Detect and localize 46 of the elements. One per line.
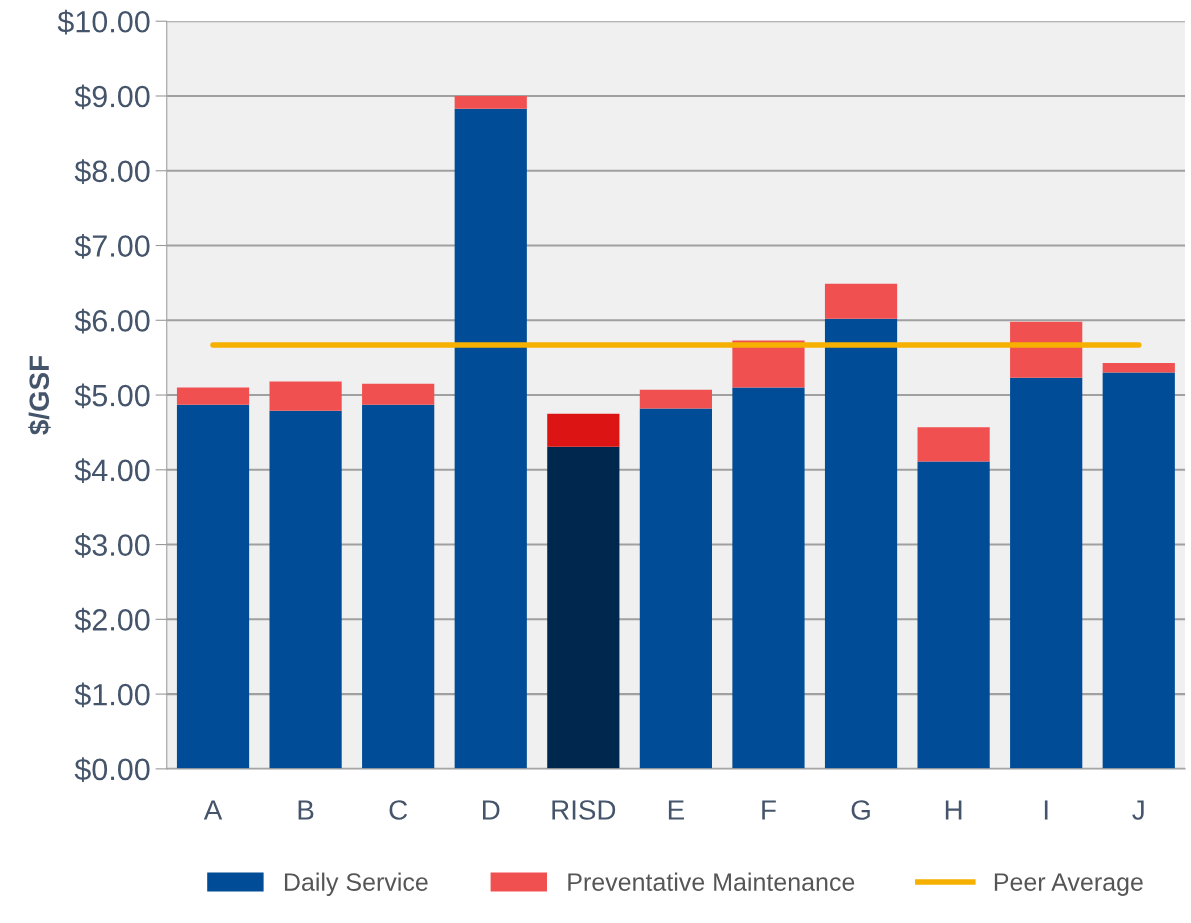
bar <box>917 427 990 462</box>
y-tick-label: $9.00 <box>74 84 150 110</box>
bar <box>176 404 250 769</box>
bar <box>269 381 342 411</box>
y-axis-title: $/GSF <box>28 355 51 435</box>
bar <box>176 387 250 405</box>
bar <box>454 108 527 769</box>
bar <box>639 408 712 769</box>
x-tick-label: B <box>298 800 314 820</box>
y-tick-label: $6.00 <box>74 308 150 334</box>
bar <box>547 413 620 447</box>
y-tick-label: $0.00 <box>74 757 150 783</box>
legend-label: Peer Average <box>994 873 1143 896</box>
bar <box>547 446 620 769</box>
bar <box>1102 362 1175 373</box>
bar <box>1102 372 1175 769</box>
y-tick-label: $10.00 <box>57 9 150 35</box>
bar <box>639 389 712 409</box>
y-tick-label: $8.00 <box>74 159 150 184</box>
x-tick-label: G <box>851 800 870 820</box>
y-tick-label: $7.00 <box>74 233 150 259</box>
y-tick-label: $3.00 <box>74 533 150 558</box>
bar <box>362 404 435 769</box>
x-tick-label: H <box>945 800 962 820</box>
y-tick-label: $5.00 <box>74 383 150 409</box>
y-tick-label: $1.00 <box>74 682 150 708</box>
legend-label: Preventative Maintenance <box>568 872 855 891</box>
bar <box>269 410 342 769</box>
y-tick-label: $2.00 <box>74 607 150 633</box>
x-tick-label: F <box>762 800 776 820</box>
bar <box>362 383 435 405</box>
x-tick-label: RISD <box>552 800 616 820</box>
x-tick-label: I <box>1044 800 1048 820</box>
x-tick-label: E <box>668 800 684 820</box>
bar <box>824 283 898 319</box>
y-tick-label: $4.00 <box>74 458 150 483</box>
x-tick-label: D <box>482 800 500 820</box>
bar <box>1010 377 1083 769</box>
bar <box>454 95 527 109</box>
legend-label: Daily Service <box>284 872 428 896</box>
bar <box>824 318 898 769</box>
x-tick-label: C <box>389 800 408 820</box>
x-tick-label: J <box>1132 800 1144 820</box>
x-tick-label: A <box>203 800 223 820</box>
bar <box>732 387 805 769</box>
bar <box>917 461 990 769</box>
